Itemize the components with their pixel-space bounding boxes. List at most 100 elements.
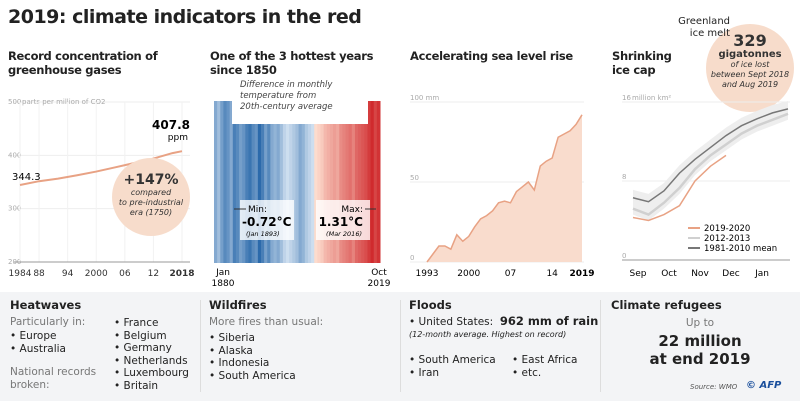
start-label: 344.3	[12, 172, 41, 183]
temperature-stripe	[304, 101, 309, 263]
list-item: • Luxembourg	[114, 367, 189, 379]
x-end-month: Oct	[371, 268, 387, 278]
refugees-title: Climate refugees	[611, 298, 722, 312]
sea-level-area	[427, 114, 582, 262]
list-item: • Germany	[114, 342, 172, 354]
temperature-stripe	[345, 101, 350, 263]
x-start-year: 1880	[212, 279, 235, 289]
list-item: • South America	[409, 354, 496, 366]
max-value: 1.31°C	[319, 215, 364, 229]
greenland-value: 329	[733, 31, 767, 50]
temperature-stripe	[270, 101, 275, 263]
page-title: 2019: climate indicators in the red	[8, 6, 362, 28]
temperature-stripe	[242, 101, 246, 263]
x-tick-label: Sep	[630, 269, 647, 279]
greenland-lead2: ice melt	[689, 28, 730, 39]
y-tick-label: 300	[8, 205, 21, 213]
temperature-stripe	[326, 101, 331, 263]
y-axis-label: million km²	[632, 94, 671, 102]
co2-title: Record concentration of greenhouse gases	[8, 49, 158, 77]
note-text: 20th-century average	[240, 102, 333, 112]
temperature-stripe	[333, 101, 337, 263]
floods-note: (12-month average. Highest on record)	[409, 330, 567, 339]
list-item: • Britain	[114, 379, 159, 392]
x-tick-label: 07	[505, 269, 516, 279]
afp-logo: © AFP	[746, 380, 782, 391]
y-tick-label: 100 mm	[410, 94, 439, 102]
temperature-stripe	[289, 101, 293, 263]
temperature-stripe	[257, 101, 262, 263]
floods-title: Floods	[409, 298, 452, 312]
floods-us-value: 962 mm of rain	[499, 314, 599, 328]
x-tick-label: Dec	[722, 269, 739, 279]
temperature-stripe	[367, 101, 372, 263]
x-tick-label: 1993	[416, 269, 439, 279]
y-tick-label: 8	[622, 173, 626, 181]
end-unit: ppm	[168, 133, 188, 143]
heatwaves-title: Heatwaves	[10, 298, 82, 312]
temperature-stripe	[286, 101, 290, 263]
series-line-0	[632, 154, 727, 222]
refugees-lead: Up to	[685, 317, 715, 329]
note-text: temperature from	[240, 91, 316, 101]
y-tick-label: 400	[8, 151, 21, 159]
temperature-stripe	[223, 101, 228, 263]
temperature-stripe	[348, 101, 353, 263]
source: Source: WMO	[690, 383, 738, 391]
x-tick-label: 14	[546, 269, 558, 279]
temperature-stripe	[260, 101, 265, 263]
max-box	[316, 200, 370, 240]
min-box	[240, 200, 294, 240]
temperature-stripe	[267, 101, 271, 263]
note-box	[232, 75, 368, 124]
x-tick-label: 1984	[9, 269, 32, 279]
co2-callout-value: +147%	[123, 172, 179, 188]
list-item: • Australia	[10, 342, 66, 355]
floods-list-2: • East Africa • etc.	[512, 354, 577, 379]
temperature-stripe	[317, 101, 321, 263]
x-end-year: 2019	[368, 279, 391, 289]
list-item: • South America	[209, 369, 296, 382]
greenland-text2: between Sept 2018	[710, 70, 790, 79]
ice-title: Shrinking ice cap	[612, 49, 672, 77]
temperature-stripe	[217, 101, 221, 263]
temperature-stripe	[254, 101, 259, 263]
x-tick-label: 2000	[457, 269, 480, 279]
greenland-text1: of ice lost	[730, 60, 770, 69]
temperature-stripe	[251, 101, 256, 263]
y-tick-label: 0	[410, 254, 414, 262]
note-text: Difference in monthly	[240, 80, 333, 90]
temp-title: One of the 3 hottest years since 1850	[210, 49, 374, 77]
co2-line	[19, 150, 183, 187]
x-tick-label: 12	[148, 269, 159, 279]
list-item: • Alaska	[209, 344, 253, 357]
temperature-stripe	[373, 101, 378, 263]
temperature-stripe	[245, 101, 249, 263]
temperature-stripe	[301, 101, 306, 263]
sea-title: Accelerating sea level rise	[410, 49, 573, 63]
x-tick-label: Oct	[661, 269, 677, 279]
y-tick-label: 0	[622, 252, 626, 260]
temperature-stripe	[339, 101, 343, 263]
list-item: • Belgium	[114, 329, 167, 342]
wildfires-title: Wildfires	[209, 298, 267, 312]
greenland-label: Greenland ice melt	[670, 16, 730, 40]
temperature-stripe	[279, 101, 284, 263]
series-line-1	[632, 112, 789, 216]
temperature-stripe	[351, 101, 356, 263]
temperature-stripe	[292, 101, 296, 263]
temperature-stripe	[214, 101, 218, 263]
end-label: 407.8	[152, 118, 190, 132]
heatwaves-regions: • Europe • Australia	[10, 330, 66, 355]
min-value: -0.72°C	[242, 215, 292, 229]
temperature-stripe	[376, 101, 381, 263]
min-label: Min:	[248, 205, 267, 215]
heatwaves-countries: • France • Belgium • Germany • Netherlan…	[114, 317, 189, 392]
list-item: • France	[114, 317, 159, 329]
temperature-stripe	[354, 101, 359, 263]
temperature-stripe	[329, 101, 334, 263]
y-tick-label: 16	[622, 94, 631, 102]
x-tick-label: Jan	[754, 269, 769, 279]
